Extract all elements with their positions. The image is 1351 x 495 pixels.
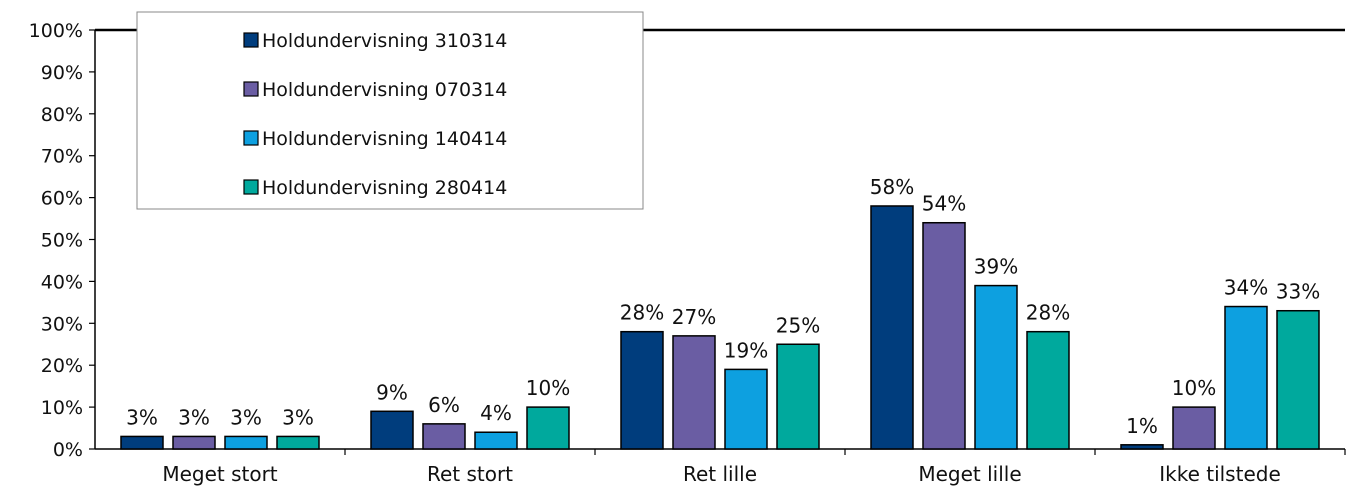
y-tick-label: 40% <box>41 271 83 293</box>
bar <box>474 431 518 450</box>
bar <box>870 205 914 450</box>
x-category-label: Ret lille <box>683 462 757 486</box>
legend-swatch <box>243 179 259 195</box>
bar <box>922 221 966 450</box>
data-label: 3% <box>126 405 158 429</box>
legend-label: Holdundervisning 070314 <box>262 79 507 101</box>
bar <box>276 435 320 450</box>
legend: Holdundervisning 310314 Holdundervisning … <box>136 11 644 210</box>
bar <box>370 410 414 450</box>
bar <box>672 335 716 450</box>
bar <box>526 406 570 450</box>
bar <box>422 423 466 450</box>
data-label: 39% <box>974 255 1018 279</box>
bar <box>620 330 664 450</box>
data-label: 33% <box>1276 280 1320 304</box>
legend-swatch <box>243 81 259 97</box>
y-tick-label: 100% <box>29 20 83 42</box>
legend-label: Holdundervisning 310314 <box>262 30 507 52</box>
data-label: 4% <box>480 401 512 425</box>
data-label: 9% <box>376 380 408 404</box>
y-tick-label: 30% <box>41 313 83 335</box>
data-label: 28% <box>620 301 664 325</box>
bar <box>120 435 164 450</box>
legend-swatch <box>243 32 259 48</box>
data-label: 10% <box>1172 376 1216 400</box>
x-axis-categories: Meget stort Ret stort Ret lille Meget lille… <box>162 449 1346 486</box>
data-label: 27% <box>672 305 716 329</box>
legend-label: Holdundervisning 140414 <box>262 128 507 150</box>
data-label: 34% <box>1224 276 1268 300</box>
legend-label: Holdundervisning 280414 <box>262 177 507 199</box>
y-tick-label: 50% <box>41 230 83 252</box>
x-category-label: Meget stort <box>162 462 277 486</box>
x-category-label: Ret stort <box>427 462 513 486</box>
data-label: 28% <box>1026 301 1070 325</box>
legend-box <box>136 11 644 210</box>
data-label: 3% <box>282 405 314 429</box>
bar <box>1120 444 1164 450</box>
data-label: 58% <box>870 175 914 199</box>
y-tick-label: 10% <box>41 397 83 419</box>
bar <box>724 368 768 450</box>
bar <box>1172 406 1216 450</box>
y-tick-label: 20% <box>41 355 83 377</box>
bar <box>1224 305 1268 450</box>
data-label: 6% <box>428 393 460 417</box>
data-label: 54% <box>922 192 966 216</box>
x-category-label: Meget lille <box>918 462 1021 486</box>
y-tick-label: 0% <box>53 439 83 461</box>
bar <box>1026 330 1070 450</box>
data-label: 3% <box>178 405 210 429</box>
bar <box>974 284 1018 450</box>
x-category-label: Ikke tilstede <box>1159 462 1281 486</box>
data-label: 19% <box>724 338 768 362</box>
bars <box>120 205 1320 450</box>
data-labels: 3% 3% 3% 3% 9% 6% 4% 10% 28% 27% 19% 25% 58% 54% 39% 28… <box>126 175 1320 438</box>
data-label: 25% <box>776 313 820 337</box>
bar <box>776 343 820 450</box>
y-tick-label: 90% <box>41 62 83 84</box>
bar <box>1276 309 1320 450</box>
y-tick-label: 60% <box>41 188 83 210</box>
y-tick-label: 80% <box>41 104 83 126</box>
data-label: 3% <box>230 405 262 429</box>
bar <box>224 435 268 450</box>
legend-swatch <box>243 130 259 146</box>
y-tick-label: 70% <box>41 146 83 168</box>
data-label: 10% <box>526 376 570 400</box>
data-label: 1% <box>1126 414 1158 438</box>
bar <box>172 435 216 450</box>
